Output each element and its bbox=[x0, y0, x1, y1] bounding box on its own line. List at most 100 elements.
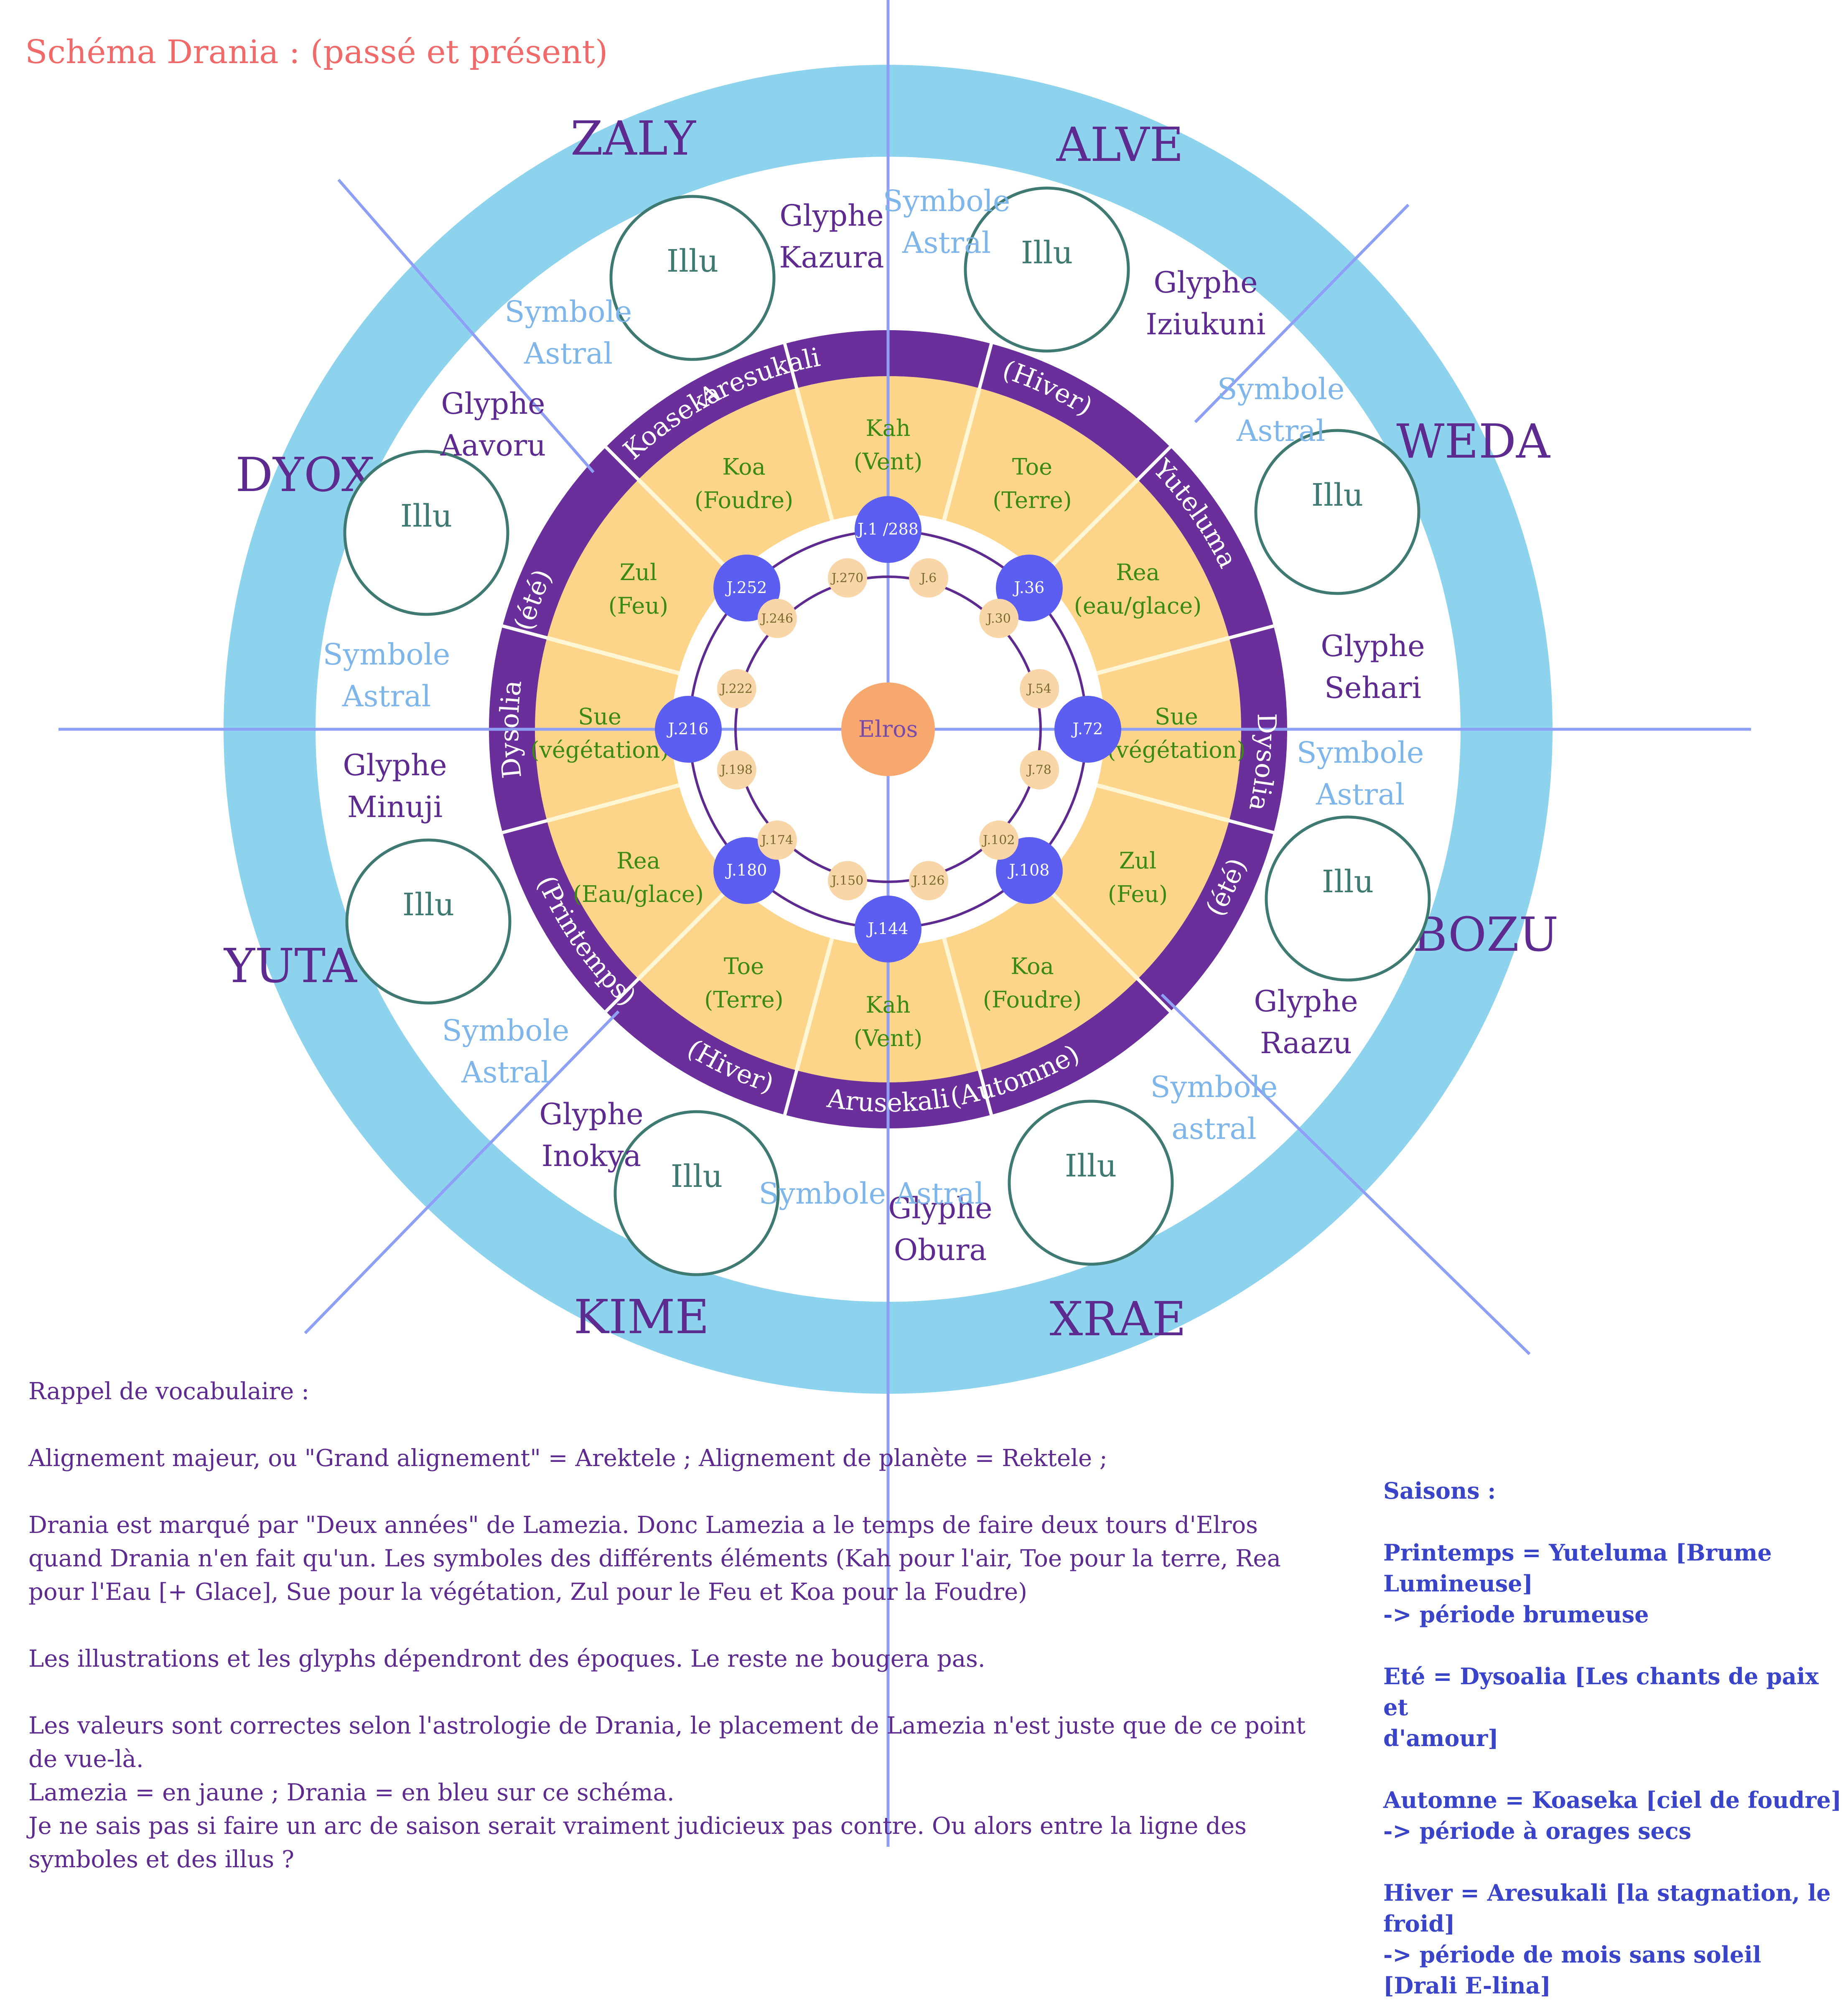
element-label-kah: Kah (Vent) bbox=[854, 415, 923, 475]
lamezia-day-marker bbox=[855, 496, 921, 563]
element-divider bbox=[1097, 783, 1230, 823]
elros-label: Elros bbox=[858, 716, 918, 742]
illustration-placeholder: Illu bbox=[1021, 235, 1073, 271]
element-label-zul-line1: Zul bbox=[620, 559, 657, 586]
element-divider bbox=[636, 478, 737, 578]
element-label-zul: Zul (Feu) bbox=[1108, 848, 1168, 907]
illustration-placeholder: Illu bbox=[402, 887, 454, 923]
glyph-label-kazura: Glyphe Kazura bbox=[779, 199, 884, 275]
symbol-label: Symbole Astral bbox=[442, 1013, 570, 1090]
symbol-label-line2: Astral bbox=[524, 336, 613, 371]
region-name-kime: KIME bbox=[574, 1290, 709, 1344]
illustration-placeholder: Illu bbox=[671, 1158, 723, 1194]
drania-day-marker bbox=[909, 558, 949, 598]
season-divider bbox=[1136, 446, 1172, 481]
element-label-kah: Kah (Vent) bbox=[854, 992, 923, 1051]
illustration-placeholder: Illu bbox=[1065, 1148, 1117, 1184]
element-label-rea-line1: Rea bbox=[1116, 559, 1160, 586]
illustration-placeholder: Illu bbox=[400, 498, 452, 534]
element-label-toe-line2: (Terre) bbox=[704, 987, 784, 1013]
element-label-rea: Rea (Eau/glace) bbox=[573, 848, 704, 907]
element-label-koa: Koa (Foudre) bbox=[983, 953, 1082, 1013]
glyph-label-aavoru: Glyphe Aavoru bbox=[440, 387, 546, 463]
illustration-circle bbox=[343, 450, 509, 616]
region-name-xrae: XRAE bbox=[1050, 1292, 1186, 1347]
drania-day-label: J.174 bbox=[760, 833, 794, 848]
glyph-label-obura-line1: Glyphe bbox=[888, 1191, 992, 1225]
drania-day-label: J.54 bbox=[1026, 682, 1051, 696]
season-divider bbox=[502, 819, 547, 835]
season-divider bbox=[977, 1070, 993, 1115]
drania-day-marker bbox=[1020, 750, 1059, 790]
glyph-label-sehari-line2: Sehari bbox=[1324, 671, 1421, 705]
region-name-weda: WEDA bbox=[1396, 415, 1550, 469]
lamezia-day-label: J.144 bbox=[866, 919, 909, 938]
lamezia-day-marker bbox=[855, 896, 921, 962]
season-winter-line2: -> période de mois sans soleil [Drali E-… bbox=[1383, 1941, 1761, 1999]
glyph-label-inokya: Glyphe Inokya bbox=[539, 1097, 643, 1173]
lamezia-day-label: J.252 bbox=[725, 578, 767, 597]
season-label-text: Arusekali bbox=[825, 1083, 951, 1118]
lamezia-day-marker bbox=[655, 696, 722, 763]
element-divider bbox=[1039, 881, 1140, 981]
season-divider bbox=[1136, 978, 1172, 1013]
illustration-placeholder: Illu bbox=[667, 243, 718, 279]
element-label-sue-line1: Sue bbox=[1155, 703, 1198, 730]
lamezia-day-marker bbox=[1054, 696, 1121, 763]
symbol-label: Symbole astral bbox=[1151, 1070, 1278, 1146]
element-label-kah-line1: Kah bbox=[865, 992, 910, 1018]
drania-day-marker bbox=[1020, 669, 1059, 708]
element-divider bbox=[794, 938, 834, 1071]
element-label-sue-line2: (végétation) bbox=[530, 737, 669, 763]
season-divider bbox=[604, 446, 640, 481]
drania-day-marker bbox=[757, 598, 797, 638]
notes-question: Je ne sais pas si faire un arc de saison… bbox=[28, 1813, 1247, 1873]
glyph-label-minuji: Glyphe Minuji bbox=[343, 748, 447, 824]
drania-day-marker bbox=[979, 598, 1019, 638]
glyph-label-minuji-line2: Minuji bbox=[347, 790, 443, 824]
element-label-sue-line2: (végétation) bbox=[1107, 737, 1245, 763]
region-name-alve: ALVE bbox=[1056, 118, 1184, 172]
symbol-label-line1: Symbole bbox=[1151, 1070, 1278, 1104]
element-divider bbox=[1097, 636, 1230, 675]
element-divider bbox=[1039, 478, 1140, 578]
element-label-rea-line2: (Eau/glace) bbox=[573, 881, 704, 907]
symbol-label: Symbole Astral bbox=[1217, 372, 1345, 448]
drania-wheel-diagram: ZALY ALVE WEDA BOZU XRAE KIME YUTA DYOX Illu Ill… bbox=[59, 0, 1751, 1847]
element-label-zul-line2: (Feu) bbox=[608, 593, 668, 619]
lamezia-day-label: J.1 /288 bbox=[856, 520, 919, 538]
lamezia-day-label: J.36 bbox=[1013, 578, 1045, 597]
drania-day-label: J.150 bbox=[830, 873, 864, 888]
season-divider bbox=[1229, 819, 1274, 835]
seasons-legend: Saisons : Printemps = Yuteluma [Brume Lu… bbox=[1383, 1475, 1843, 2001]
element-label-zul: Zul (Feu) bbox=[608, 559, 668, 619]
notes-heading: Rappel de vocabulaire : bbox=[28, 1378, 309, 1405]
symbol-label-line1: Symbole Astral bbox=[759, 1176, 984, 1211]
elros-center bbox=[841, 682, 935, 776]
glyph-label-raazu-line1: Glyphe bbox=[1254, 984, 1358, 1018]
glyph-label-iziukuni: Glyphe Iziukuni bbox=[1146, 265, 1266, 341]
drania-day-label: J.198 bbox=[720, 763, 753, 777]
drania-day-marker bbox=[827, 558, 867, 598]
drania-day-marker bbox=[757, 820, 797, 860]
guide-line bbox=[337, 178, 595, 474]
notes-alignment: Alignement majeur, ou "Grand alignement"… bbox=[28, 1445, 1107, 1472]
symbol-label-line2: Astral bbox=[461, 1055, 550, 1090]
element-label-rea: Rea (eau/glace) bbox=[1074, 559, 1202, 619]
element-label-koa-line1: Koa bbox=[722, 453, 766, 480]
vocabulary-notes: Rappel de vocabulaire : Alignement majeu… bbox=[28, 1375, 1332, 1876]
illustration-circle bbox=[609, 195, 776, 361]
glyph-label-sehari-line1: Glyphe bbox=[1321, 629, 1425, 663]
element-label-sue: Sue (végétation) bbox=[1107, 703, 1245, 763]
element-label-toe: Toe (Terre) bbox=[993, 453, 1072, 513]
season-divider bbox=[783, 1070, 799, 1115]
element-divider bbox=[546, 636, 680, 675]
season-spring-line2: -> période brumeuse bbox=[1383, 1601, 1649, 1628]
drania-day-label: J.102 bbox=[982, 833, 1015, 848]
element-label-kah-line2: (Vent) bbox=[854, 1025, 923, 1051]
glyph-label-minuji-line1: Glyphe bbox=[343, 748, 447, 782]
glyph-label-inokya-line1: Glyphe bbox=[539, 1097, 643, 1131]
symbol-label: Symbole Astral bbox=[759, 1176, 984, 1211]
season-entry-autumn: Automne = Koaseka [ciel de foudre] -> pé… bbox=[1383, 1785, 1843, 1846]
season-label: Arusekali bbox=[825, 1083, 951, 1118]
